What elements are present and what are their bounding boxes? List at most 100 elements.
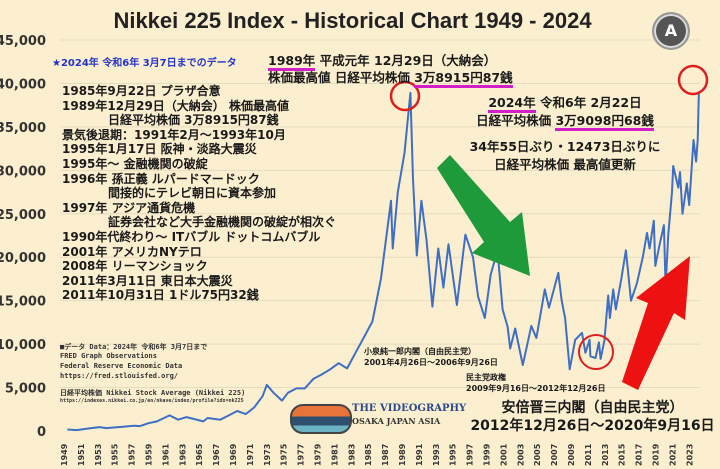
event-item: 2011年10月31日 1ドル75円32銭 xyxy=(62,288,259,303)
x-tick-label: 1965 xyxy=(195,443,204,466)
event-item: 1995年1月17日 阪神・淡路大震災 xyxy=(62,142,257,157)
x-tick-label: 2001 xyxy=(499,443,508,466)
x-tick-label: 1971 xyxy=(246,443,255,466)
videography-text: THE VIDEOGRAPHY OSAKA JAPAN ASIA xyxy=(352,402,466,428)
y-tick-label: 15,000 xyxy=(0,295,46,310)
peak-2024-year: 2024年 xyxy=(488,95,536,113)
source-fred-url: https://fred.stlouisfed.org/ xyxy=(60,372,179,380)
y-tick-label: 45,000 xyxy=(0,34,46,49)
x-tick-label: 1975 xyxy=(280,443,289,466)
source-fred: FRED Graph Observations xyxy=(60,352,157,360)
x-tick-label: 1953 xyxy=(94,444,103,466)
y-tick-label: 5,000 xyxy=(5,382,46,397)
peak-1989-line2: 株価最高値 日経平均株価 3万8915円87銭 xyxy=(268,67,513,88)
event-item: 景気後退期：1991年2月～1993年10月 xyxy=(62,127,286,142)
y-tick-label: 10,000 xyxy=(0,338,46,353)
peak-2024-record: 日経平均株価 最高値更新 xyxy=(494,157,636,172)
x-tick-label: 1963 xyxy=(178,444,187,466)
x-tick-label: 2013 xyxy=(601,444,610,466)
abe-cabinet-label: 安倍晋三内閣（自由民主党） xyxy=(501,400,684,416)
x-tick-label: 2015 xyxy=(618,443,627,466)
event-item: 1985年9月22日 プラザ合意 xyxy=(62,84,221,98)
data-date-note: ★2024年 令和6年 3月7日までのデータ xyxy=(52,58,237,69)
event-item: 証券会社など大手金融機関の破綻が相次ぐ xyxy=(108,215,337,230)
x-tick-label: 2009 xyxy=(567,443,576,466)
event-item: 2001年 アメリカNYテロ xyxy=(62,244,202,259)
x-tick-label: 1949 xyxy=(60,443,69,466)
y-tick-label: 35,000 xyxy=(0,121,46,136)
watermark-line1: THE VIDEOGRAPHY xyxy=(352,403,467,414)
x-tick-label: 1957 xyxy=(128,444,137,466)
peak-2024-circle xyxy=(677,64,709,96)
peak-2024-value: 3万9098円68銭 xyxy=(555,113,654,131)
peak-1989-label: 株価最高値 日経平均株価 xyxy=(268,70,415,85)
x-tick-label: 2005 xyxy=(533,443,542,466)
x-tick-label: 1961 xyxy=(161,443,170,466)
x-tick-label: 2007 xyxy=(550,444,559,466)
event-item: 1989年12月29日（大納会） 株価最高値 xyxy=(62,98,289,113)
peak-2024-note: 34年55日ぶり・12473日ぶりに xyxy=(469,139,661,154)
x-tick-label: 1973 xyxy=(263,444,272,466)
up-arrow-icon xyxy=(622,256,690,390)
watermark-line2: OSAKA JAPAN ASIA xyxy=(352,416,441,426)
peak-1989-circle xyxy=(389,80,421,112)
x-tick-label: 1995 xyxy=(449,443,458,466)
x-tick-label: 2019 xyxy=(652,443,661,466)
x-tick-label: 2017 xyxy=(635,444,644,466)
low-2012-circle xyxy=(578,334,614,370)
x-tick-label: 1983 xyxy=(347,444,356,466)
peak-1989-value: 3万8915円87銭 xyxy=(414,70,513,88)
event-item: 2011年3月11日 東日本大震災 xyxy=(62,273,233,288)
peak-2024-date: 令和6年 2月22日 xyxy=(535,95,642,110)
y-tick-label: 30,000 xyxy=(0,164,46,179)
dpj-dates: 2009年9月16日～2012年12月26日 xyxy=(466,384,606,393)
source-note: ■データ Data：2024年 令和6年 3月7日まで xyxy=(60,343,208,351)
peak-2024-label: 日経平均株価 xyxy=(476,113,556,128)
x-tick-label: 1993 xyxy=(432,444,441,466)
x-tick-label: 1951 xyxy=(77,443,86,466)
y-tick-label: 20,000 xyxy=(0,251,46,266)
x-tick-label: 1969 xyxy=(229,443,238,466)
koizumi-cabinet-label: 小泉純一郎内閣（自由民主党） xyxy=(364,347,476,356)
nikkei-series-line xyxy=(67,91,700,432)
abe-cabinet-dates: 2012年12月26日～2020年9月16日 xyxy=(470,418,715,434)
chart-title: Nikkei 225 Index - Historical Chart 1949… xyxy=(113,8,592,33)
down-arrow-icon xyxy=(437,155,530,276)
peak-2024-line1: 2024年 令和6年 2月22日 xyxy=(465,92,665,113)
x-tick-label: 1997 xyxy=(466,444,475,466)
x-tick-label: 1999 xyxy=(483,443,492,466)
peak-1989-year: 1989年 xyxy=(268,53,316,71)
x-tick-label: 1955 xyxy=(111,443,120,466)
videography-logo xyxy=(290,404,352,434)
event-item: 日経平均株価 3万8915円87銭 xyxy=(108,113,279,128)
x-tick-label: 1959 xyxy=(145,443,154,466)
source-fred-name: Federal Reserve Economic Data xyxy=(60,362,183,370)
x-tick-label: 2003 xyxy=(516,444,525,466)
event-item: 2008年 リーマンショック xyxy=(62,259,208,274)
source-nikkei: 日経平均株価 Nikkei Stock Average (Nikkei 225) xyxy=(60,389,246,397)
x-tick-label: 1979 xyxy=(314,443,323,466)
x-tick-label: 2021 xyxy=(668,443,677,466)
event-item: 1997年 アジア通貨危機 xyxy=(62,200,196,215)
koizumi-cabinet-dates: 2001年4月26日～2006年9月26日 xyxy=(364,358,498,367)
x-tick-label: 1991 xyxy=(415,443,424,466)
event-item: 1990年代終わり～ ITバブル ドットコムバブル xyxy=(62,229,321,244)
event-item: 1995年～ 金融機関の破綻 xyxy=(62,156,208,171)
x-tick-label: 1981 xyxy=(330,443,339,466)
peak-2024-line2: 日経平均株価 3万9098円68銭 xyxy=(465,110,665,131)
dpj-label: 民主党政権 xyxy=(466,373,506,382)
x-tick-label: 2023 xyxy=(685,444,694,466)
x-tick-label: 1967 xyxy=(212,444,221,466)
event-item: 間接的にテレビ朝日に資本参加 xyxy=(108,186,277,201)
x-tick-label: 1977 xyxy=(297,444,306,466)
y-tick-label: 0 xyxy=(37,425,46,440)
x-tick-label: 1987 xyxy=(381,444,390,466)
x-tick-label: 1989 xyxy=(398,443,407,466)
event-item: 1996年 孫正義 ルパードマードック xyxy=(62,171,260,186)
x-tick-label: 1985 xyxy=(364,443,373,466)
channel-logo: A xyxy=(652,12,690,50)
event-list: 1985年9月22日 プラザ合意 1989年12月29日（大納会） 株価最高値 … xyxy=(62,84,336,303)
peak-1989-line1: 1989年 平成元年 12月29日（大納会） xyxy=(268,50,496,71)
y-tick-label: 40,000 xyxy=(0,77,46,92)
